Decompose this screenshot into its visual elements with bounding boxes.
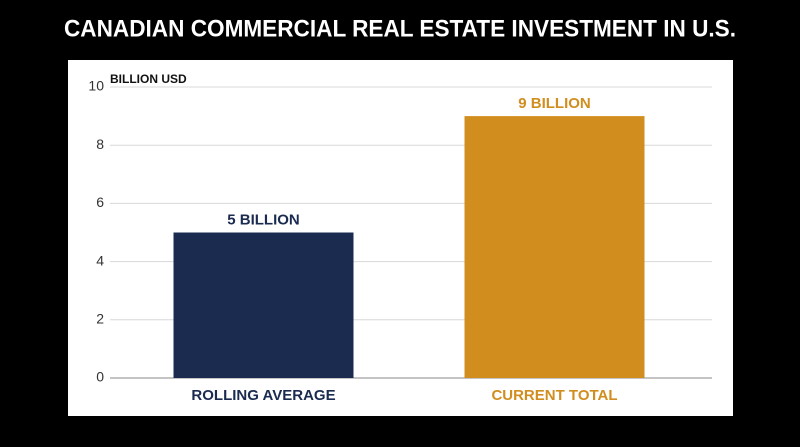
y-tick-label: 4 — [96, 252, 104, 268]
y-tick-label: 8 — [96, 136, 104, 152]
y-tick-label: 10 — [88, 78, 104, 94]
bar — [173, 232, 354, 378]
value-label: 9 BILLION — [518, 95, 591, 112]
x-tick-label: ROLLING AVERAGE — [191, 387, 335, 404]
bar — [464, 116, 645, 378]
y-tick-label: 2 — [96, 311, 104, 327]
y-tick-label: 0 — [96, 369, 104, 385]
y-axis-label: BILLION USD — [110, 72, 187, 86]
value-label: 5 BILLION — [227, 211, 300, 228]
x-tick-label: CURRENT TOTAL — [491, 387, 617, 404]
y-tick-label: 6 — [96, 194, 104, 210]
chart-title: CANADIAN COMMERCIAL REAL ESTATE INVESTME… — [64, 15, 736, 42]
